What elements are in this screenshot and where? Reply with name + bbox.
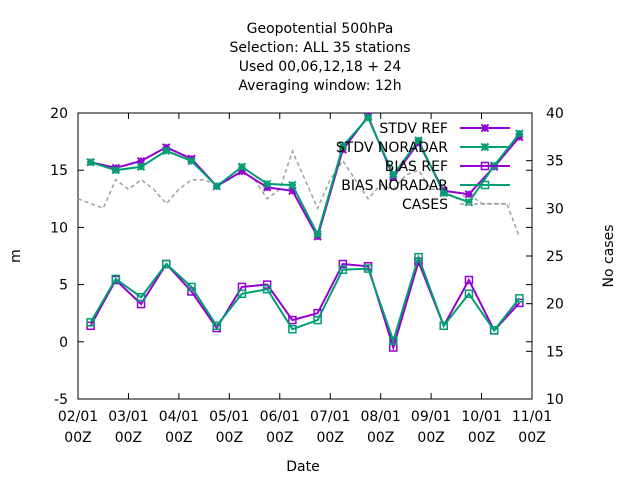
y2-tick-label: 35 [546,154,564,170]
y2-tick-label: 30 [546,201,564,217]
data-point [237,289,247,299]
x-tick-label-hour: 00Z [266,430,293,446]
x-tick-label-hour: 00Z [468,430,495,446]
chart-title-line: Averaging window: 12h [238,78,401,94]
x-tick-label-hour: 00Z [115,430,142,446]
legend-entry: STDV NORADAR [336,140,510,156]
data-point [136,292,146,302]
series-line [90,115,521,238]
data-point [313,315,322,325]
x-tick-label-date: 02/01 [58,409,98,425]
y-tick-label: 10 [50,220,68,236]
series-line [89,253,521,344]
series-line [89,258,521,351]
data-point [480,161,490,171]
x-tick-label-date: 09/01 [411,409,451,425]
legend-label: CASES [402,197,448,213]
x-tick-label-hour: 00Z [367,430,394,446]
legend-entry: CASES [402,197,510,213]
data-point [338,259,348,269]
data-point [162,259,171,269]
data-point [86,318,95,327]
y2-tick-label: 15 [546,344,564,360]
y-tick-label: 20 [50,106,68,122]
data-point [338,265,348,274]
x-tick-label-hour: 00Z [64,430,91,446]
legend-label: BIAS NORADAR [341,178,448,194]
x-tick-label-date: 03/01 [108,409,148,425]
y-axis-label: m [8,249,24,263]
y2-tick-label: 20 [546,297,564,313]
series-line [90,114,521,240]
x-axis-label: Date [286,459,319,475]
x-tick-label-date: 10/01 [461,409,501,425]
y2-tick-label: 10 [546,392,564,408]
data-point [288,324,297,334]
y2-tick-label: 25 [546,249,564,265]
data-point [187,282,196,292]
legend-label: BIAS REF [385,159,448,175]
x-tick-label-date: 08/01 [360,409,400,425]
series-cases [77,149,521,238]
chart-title-line: Used 00,06,12,18 + 24 [239,59,402,75]
x-tick-label-hour: 00Z [518,430,545,446]
y-tick-label: -5 [54,392,68,408]
chart-title-line: Geopotential 500hPa [247,21,394,37]
legend-entry: BIAS NORADAR [341,178,510,194]
data-point [464,275,474,285]
x-tick-label-date: 04/01 [159,409,199,425]
data-point [414,252,423,262]
x-tick-label-date: 11/01 [512,409,552,425]
data-point [262,284,272,294]
x-tick-label-date: 07/01 [310,409,350,425]
x-tick-label-hour: 00Z [317,430,344,446]
y2-tick-label: 40 [546,106,564,122]
series-line [77,149,521,238]
data-point [389,336,398,345]
data-point [515,294,524,303]
series-stdv-ref [86,112,524,241]
y-tick-label: 5 [59,278,68,294]
series-bias-noradar [86,252,524,345]
data-point [212,321,221,331]
plot-border [77,112,533,400]
x-tick-label-hour: 00Z [417,430,444,446]
data-point [111,274,121,284]
data-point [262,280,272,289]
data-point [480,180,490,190]
legend-entry: STDV REF [379,121,510,137]
data-point [288,315,297,325]
data-point [363,264,373,273]
series-stdv-noradar [86,113,524,239]
y-tick-label: 15 [50,163,68,179]
x-tick-label-hour: 00Z [216,430,243,446]
x-tick-label-date: 05/01 [209,409,249,425]
data-point [489,326,499,335]
legend-entry: BIAS REF [385,159,510,175]
series-bias-ref [86,257,524,352]
y-tick-label: 0 [59,335,68,351]
chart-title-line: Selection: ALL 35 stations [229,40,410,56]
data-point [464,289,474,299]
x-tick-label-hour: 00Z [165,430,192,446]
legend-label: STDV NORADAR [336,140,448,156]
y2-axis-label: No cases [601,225,617,288]
data-point [439,321,448,331]
legend-label: STDV REF [379,121,448,137]
x-tick-label-date: 06/01 [260,409,300,425]
